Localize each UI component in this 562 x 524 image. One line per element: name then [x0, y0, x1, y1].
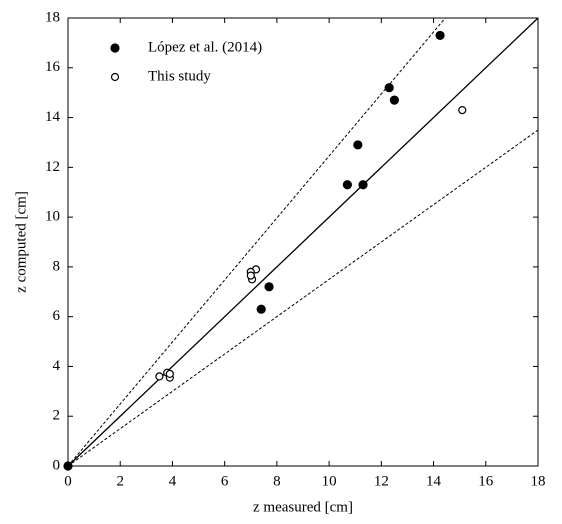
data-point	[342, 180, 352, 190]
x-tick-label: 18	[531, 473, 546, 489]
data-point	[389, 95, 399, 105]
x-axis-label: z measured [cm]	[253, 499, 353, 515]
y-tick-label: 16	[45, 59, 61, 75]
reference-line	[67, 17, 446, 467]
plot-frame	[67, 17, 539, 467]
data-point	[246, 271, 255, 280]
data-point	[155, 372, 164, 381]
data-point	[358, 180, 368, 190]
data-point	[353, 140, 363, 150]
x-tick-label: 8	[273, 473, 281, 489]
data-point	[63, 461, 73, 471]
y-tick-label: 12	[45, 159, 60, 175]
y-tick-label: 6	[53, 308, 61, 324]
data-point	[165, 369, 174, 379]
reference-line	[67, 17, 539, 467]
data-point	[384, 83, 394, 93]
y-tick-label: 10	[45, 209, 60, 225]
y-tick-label: 2	[53, 408, 61, 424]
y-tick-label: 8	[53, 258, 61, 274]
x-tick-label: 6	[221, 473, 229, 489]
y-tick-label: 18	[45, 9, 60, 25]
x-tick-label: 4	[169, 473, 177, 489]
y-tick-label: 4	[53, 358, 61, 374]
legend-marker	[110, 43, 120, 53]
data-point	[256, 304, 266, 314]
y-axis-label: z computed [cm]	[13, 191, 29, 293]
x-tick-label: 0	[64, 473, 72, 489]
data-point	[458, 105, 467, 115]
legend-label: López et al. (2014)	[148, 39, 262, 55]
legend-marker	[110, 72, 120, 82]
y-tick-label: 0	[53, 457, 61, 473]
y-tick-label: 14	[45, 109, 61, 125]
data-point	[435, 30, 445, 41]
legend-label: This study	[148, 68, 211, 84]
x-tick-label: 16	[478, 473, 494, 489]
x-tick-label: 12	[374, 473, 389, 489]
reference-line	[67, 129, 539, 467]
x-tick-label: 2	[116, 473, 124, 489]
x-tick-label: 10	[322, 473, 337, 489]
x-tick-label: 14	[426, 473, 442, 489]
data-point	[264, 282, 274, 292]
